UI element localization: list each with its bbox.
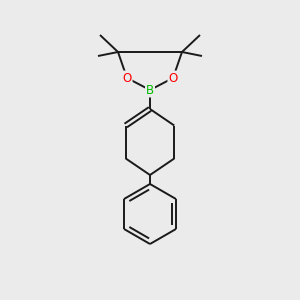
Text: O: O [168,71,178,85]
Text: O: O [122,71,132,85]
Text: B: B [146,83,154,97]
